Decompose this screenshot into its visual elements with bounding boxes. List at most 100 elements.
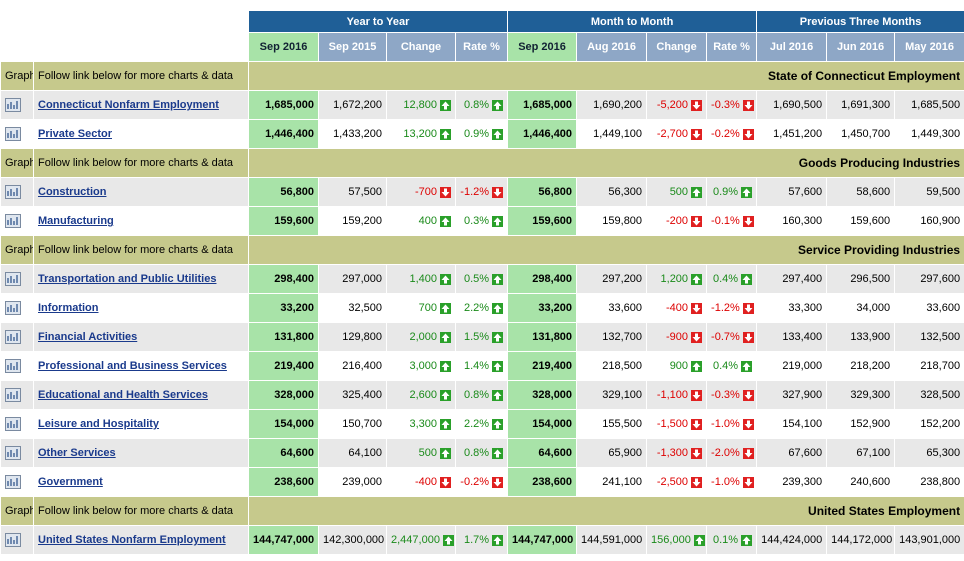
column-header: Rate % bbox=[454, 32, 509, 62]
down-arrow bbox=[691, 302, 703, 314]
down-arrow bbox=[742, 128, 754, 140]
down-arrow bbox=[691, 476, 703, 488]
change-cell: 3,000 bbox=[386, 351, 456, 381]
change-value: 500 bbox=[669, 186, 689, 198]
value-cell: 144,424,000 bbox=[756, 525, 828, 555]
value-cell: 1,685,500 bbox=[894, 90, 964, 120]
name-cell: Leisure and Hospitality bbox=[33, 409, 249, 439]
graph-icon[interactable] bbox=[5, 272, 21, 286]
series-link[interactable]: Government bbox=[38, 476, 103, 488]
series-link[interactable]: Educational and Health Services bbox=[38, 389, 208, 401]
value-cell: 1,451,200 bbox=[756, 119, 828, 149]
series-link[interactable]: Transportation and Public Utilities bbox=[38, 273, 217, 285]
graph-icon[interactable] bbox=[5, 446, 21, 460]
series-link[interactable]: Financial Activities bbox=[38, 331, 138, 343]
change-value: 2,600 bbox=[409, 389, 437, 401]
change-cell: 0.4% bbox=[706, 351, 758, 381]
value-cell: 154,000 bbox=[248, 409, 319, 439]
value: 239,000 bbox=[342, 476, 382, 488]
graph-icon[interactable] bbox=[5, 533, 21, 547]
value: 1,449,100 bbox=[593, 128, 643, 140]
value-cell: 327,900 bbox=[756, 380, 828, 410]
series-link[interactable]: Professional and Business Services bbox=[38, 360, 227, 372]
series-link[interactable]: Information bbox=[38, 302, 99, 314]
blank-cell bbox=[0, 32, 249, 62]
value: 297,200 bbox=[602, 273, 643, 285]
graph-icon[interactable] bbox=[5, 98, 21, 112]
value: 1,433,200 bbox=[333, 128, 382, 140]
series-link[interactable]: Connecticut Nonfarm Employment bbox=[38, 99, 219, 111]
graph-icon[interactable] bbox=[5, 388, 21, 402]
section-note: Follow link below for more charts & data bbox=[33, 496, 249, 526]
graph-icon[interactable] bbox=[5, 330, 21, 344]
change-cell: 2,000 bbox=[386, 322, 456, 352]
value-cell: 1,690,200 bbox=[576, 90, 648, 120]
graph-icon[interactable] bbox=[5, 417, 21, 431]
value-cell: 1,685,000 bbox=[507, 90, 578, 120]
up-arrow bbox=[492, 418, 504, 430]
column-header: Aug 2016 bbox=[576, 32, 648, 62]
change-value: -2,500 bbox=[656, 476, 689, 488]
graph-icon[interactable] bbox=[5, 185, 21, 199]
value: 159,600 bbox=[850, 215, 891, 227]
graph-icon[interactable] bbox=[5, 214, 21, 228]
group-header: Month to Month bbox=[507, 10, 758, 33]
up-arrow bbox=[440, 389, 451, 401]
graph-icon[interactable] bbox=[5, 127, 21, 141]
data-row: Government 238,600 239,000 -400 -0.2% 238,600… bbox=[0, 467, 964, 497]
series-link[interactable]: Manufacturing bbox=[38, 215, 114, 227]
value: 159,800 bbox=[602, 215, 643, 227]
change-value: -700 bbox=[414, 186, 437, 198]
name-cell: Financial Activities bbox=[33, 322, 249, 352]
value-cell: 33,200 bbox=[507, 293, 578, 323]
change-value: -5,200 bbox=[656, 99, 689, 111]
value-cell: 65,900 bbox=[576, 438, 648, 468]
value-cell: 218,700 bbox=[894, 351, 964, 381]
change-cell: -0.3% bbox=[706, 380, 758, 410]
value: 159,600 bbox=[274, 215, 314, 227]
value-cell: 64,100 bbox=[318, 438, 387, 468]
series-link[interactable]: Private Sector bbox=[38, 128, 112, 140]
series-link[interactable]: Leisure and Hospitality bbox=[38, 418, 160, 430]
value: 143,901,000 bbox=[899, 534, 961, 546]
change-value: 700 bbox=[418, 302, 437, 314]
value: 1,691,300 bbox=[841, 99, 891, 111]
up-arrow bbox=[440, 302, 451, 314]
value: 144,747,000 bbox=[512, 534, 574, 546]
value-cell: 131,800 bbox=[507, 322, 578, 352]
graph-icon[interactable] bbox=[5, 359, 21, 373]
value-cell: 1,449,300 bbox=[894, 119, 964, 149]
up-arrow bbox=[691, 360, 703, 372]
value-cell: 34,000 bbox=[826, 293, 896, 323]
series-link[interactable]: Construction bbox=[38, 186, 107, 198]
value-cell: 240,600 bbox=[826, 467, 896, 497]
section-row: Graph Follow link below for more charts &… bbox=[0, 61, 964, 91]
value: 219,400 bbox=[274, 360, 314, 372]
change-value: 0.8% bbox=[463, 389, 490, 401]
section-note: Follow link below for more charts & data bbox=[33, 148, 249, 178]
up-arrow bbox=[741, 360, 753, 372]
change-value: -0.7% bbox=[711, 331, 740, 343]
value-cell: 33,600 bbox=[576, 293, 648, 323]
graph-icon[interactable] bbox=[5, 301, 21, 315]
value: 131,800 bbox=[274, 331, 314, 343]
value: 219,400 bbox=[532, 360, 573, 372]
series-link[interactable]: United States Nonfarm Employment bbox=[38, 534, 226, 546]
value-cell: 131,800 bbox=[248, 322, 319, 352]
icon-cell bbox=[0, 409, 34, 439]
series-link[interactable]: Other Services bbox=[38, 447, 116, 459]
graph-icon[interactable] bbox=[5, 475, 21, 489]
name-cell: Information bbox=[33, 293, 249, 323]
change-cell: 1,200 bbox=[646, 264, 708, 294]
change-value: -0.1% bbox=[711, 215, 740, 227]
up-arrow bbox=[440, 447, 451, 459]
down-arrow bbox=[691, 418, 703, 430]
up-arrow bbox=[693, 534, 705, 546]
value: 218,700 bbox=[920, 360, 961, 372]
employment-table: Year to Year Month to Month Previous Three… bbox=[0, 10, 964, 555]
value-cell: 64,600 bbox=[507, 438, 578, 468]
down-arrow bbox=[742, 447, 754, 459]
section-row: Graph Follow link below for more charts &… bbox=[0, 148, 964, 178]
value: 1,672,200 bbox=[333, 99, 382, 111]
change-value: 0.9% bbox=[713, 186, 739, 198]
